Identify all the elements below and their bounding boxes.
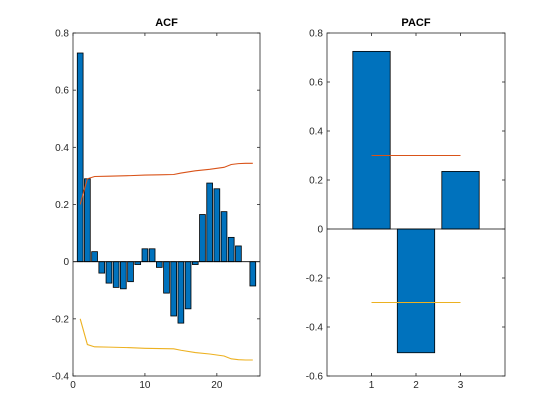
- acf-xtick-label: 20: [211, 380, 223, 391]
- acf-bar-4: [98, 261, 106, 274]
- acf-bar-5: [105, 261, 113, 284]
- pacf-panel: -0.6 -0.4 -0.2 0 0.2 0.4 0.6 0.8 1 2 3 PACF: [306, 17, 506, 391]
- pacf-ytick-label: 0.6: [309, 78, 323, 89]
- pacf-xtick-label: 2: [413, 380, 419, 391]
- acf-axes-box: [72, 32, 261, 377]
- acf-ytick-label: -0.4: [52, 372, 70, 383]
- pacf-bar-1: [352, 50, 391, 230]
- pacf-ytick-label: -0.4: [306, 323, 324, 334]
- acf-bar-10: [141, 248, 149, 263]
- pacf-xtick-label: 3: [458, 380, 464, 391]
- pacf-ytick-label: -0.6: [306, 372, 324, 383]
- pacf-title: PACF: [401, 17, 430, 29]
- acf-upper-bound-line: [79, 162, 253, 205]
- acf-ytick-label: 0: [63, 257, 69, 268]
- acf-bar-20: [213, 188, 221, 263]
- acf-bar-11: [148, 248, 156, 263]
- acf-lower-bound-line: [79, 318, 253, 361]
- acf-bar-21: [220, 211, 228, 263]
- acf-bar-8: [127, 261, 134, 283]
- pacf-xtick-label: 1: [369, 380, 375, 391]
- acf-ytick-label: 0.8: [55, 29, 69, 40]
- acf-bar-13: [163, 261, 170, 294]
- acf-bar-1: [76, 52, 84, 263]
- acf-title: ACF: [155, 17, 178, 29]
- acf-bar-22: [227, 236, 235, 263]
- acf-ytick-label: -0.2: [52, 314, 70, 325]
- acf-bar-19: [206, 182, 213, 263]
- pacf-ytick-label: -0.2: [306, 274, 324, 285]
- acf-xtick-label: 10: [139, 380, 151, 391]
- acf-ytick-label: 0.2: [55, 200, 69, 211]
- pacf-bar-2: [396, 228, 436, 354]
- pacf-ytick-label: 0.8: [309, 29, 323, 40]
- pacf-ytick-label: 0: [317, 225, 323, 236]
- acf-bar-3: [91, 251, 98, 263]
- pacf-ytick-label: 0.2: [309, 176, 323, 187]
- acf-bar-14: [170, 261, 177, 317]
- acf-bar-6: [112, 261, 120, 288]
- acf-bar-25: [249, 261, 257, 287]
- pacf-ytick-label: 0.4: [309, 127, 323, 138]
- acf-panel: -0.4 -0.2 0 0.2 0.4 0.6 0.8 0 10 20 ACF: [52, 17, 261, 391]
- acf-bar-12: [156, 261, 163, 268]
- acf-bar-23: [235, 245, 242, 263]
- acf-bar-2: [84, 178, 91, 263]
- acf-bar-18: [199, 214, 206, 263]
- acf-bar-16: [184, 261, 192, 310]
- pacf-bar-3: [441, 171, 480, 230]
- acf-bar-7: [120, 261, 127, 290]
- acf-bar-17: [191, 261, 199, 265]
- acf-xtick-label: 0: [70, 380, 76, 391]
- acf-ytick-label: 0.6: [55, 86, 69, 97]
- acf-bar-9: [134, 261, 142, 265]
- acf-ytick-label: 0.4: [55, 143, 69, 154]
- acf-bar-15: [177, 261, 185, 324]
